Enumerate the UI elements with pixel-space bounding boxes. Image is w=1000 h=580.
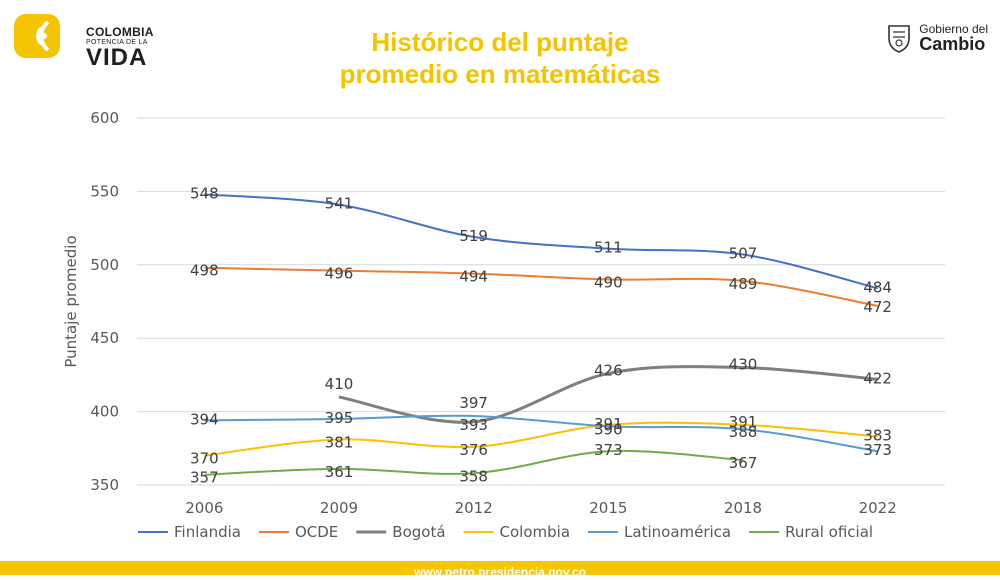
y-tick-label: 450 <box>90 329 119 347</box>
series-line-colombia <box>204 421 878 457</box>
data-label: 397 <box>459 394 488 412</box>
y-tick-label: 550 <box>90 182 119 200</box>
legend-label: Colombia <box>500 523 571 541</box>
logo-line-potencia: POTENCIA DE LA <box>86 39 148 46</box>
data-label: 376 <box>459 441 488 459</box>
data-label: 391 <box>729 413 758 431</box>
data-label: 422 <box>863 369 892 387</box>
coat-of-arms-icon <box>888 25 911 53</box>
data-label: 361 <box>325 463 354 481</box>
series-line-bogota <box>338 365 878 424</box>
data-label: 395 <box>325 409 354 427</box>
data-label: 393 <box>459 416 488 434</box>
data-label: 370 <box>190 450 219 468</box>
gobierno-wordmark: Gobierno del Cambio <box>919 23 988 53</box>
data-label: 388 <box>729 423 758 441</box>
legend-label: Finlandia <box>174 523 241 541</box>
x-tick-label: 2012 <box>455 499 493 517</box>
gobierno-del-cambio-logo: Gobierno del Cambio <box>885 20 988 56</box>
data-label: 373 <box>594 441 623 459</box>
data-label: 410 <box>325 375 354 393</box>
x-tick-label: 2009 <box>320 499 358 517</box>
legend-label: OCDE <box>295 523 338 541</box>
data-label: 490 <box>594 273 623 291</box>
data-label: 381 <box>325 433 354 451</box>
logo-wordmark: COLOMBIA POTENCIA DE LA VIDA <box>86 25 154 71</box>
data-label: 391 <box>594 415 623 433</box>
data-label: 494 <box>459 268 488 286</box>
data-label: 394 <box>190 410 219 428</box>
data-label: 367 <box>729 454 758 472</box>
series-line-latinoamerica <box>204 414 878 453</box>
legend-label: Latinoamérica <box>624 523 731 541</box>
gobierno-line2: Cambio <box>919 34 986 54</box>
data-label: 430 <box>729 356 758 374</box>
series-line-ocde <box>204 266 878 307</box>
legend-label: Rural oficial <box>785 523 873 541</box>
data-label: 357 <box>190 469 219 487</box>
x-tick-label: 2015 <box>589 499 627 517</box>
x-tick-label: 2018 <box>724 499 762 517</box>
data-label: 507 <box>729 245 758 263</box>
y-tick-label: 600 <box>90 109 119 127</box>
y-tick-label: 500 <box>90 256 119 274</box>
chart-title-line1: Histórico del puntaje <box>371 27 629 57</box>
data-label: 519 <box>459 227 488 245</box>
data-label: 383 <box>863 427 892 445</box>
data-label: 541 <box>325 195 354 213</box>
data-label: 390 <box>594 420 623 438</box>
data-label: 489 <box>729 275 758 293</box>
chart-title-line2: promedio en matemáticas <box>339 59 661 89</box>
data-label: 358 <box>459 467 488 485</box>
data-label: 496 <box>325 265 354 283</box>
data-label: 373 <box>863 441 892 459</box>
legend-label: Bogotá <box>392 523 445 541</box>
data-label: 472 <box>863 298 892 316</box>
gobierno-line1: Gobierno del <box>919 22 988 36</box>
series-line-finlandia <box>204 193 878 290</box>
data-label: 484 <box>863 278 892 296</box>
data-label: 426 <box>594 361 623 379</box>
x-tick-label: 2006 <box>185 499 223 517</box>
footer-bar: www.petro.presidencia.gov.co <box>0 561 1000 579</box>
footer-url-link[interactable]: www.petro.presidencia.gov.co <box>413 565 587 579</box>
y-axis-label: Puntaje promedio <box>62 235 80 367</box>
y-tick-label: 400 <box>90 403 119 421</box>
y-tick-label: 350 <box>90 476 119 494</box>
data-label: 511 <box>594 239 623 257</box>
chart-title: Histórico del puntaje promedio en matemá… <box>250 26 750 90</box>
x-tick-label: 2022 <box>859 499 897 517</box>
line-chart: 350 400 450 500 550 600 2006 2009 2012 2015 2018 20… <box>62 109 945 541</box>
data-label: 498 <box>190 262 219 280</box>
logo-line-colombia: COLOMBIA <box>86 25 154 39</box>
logo-line-vida: VIDA <box>86 44 148 71</box>
colombia-potencia-vida-logo: COLOMBIA POTENCIA DE LA VIDA <box>14 12 154 70</box>
logo-sound-waves-icon <box>14 14 60 58</box>
data-label: 548 <box>190 184 219 202</box>
series-line-rural-oficial <box>204 449 744 476</box>
